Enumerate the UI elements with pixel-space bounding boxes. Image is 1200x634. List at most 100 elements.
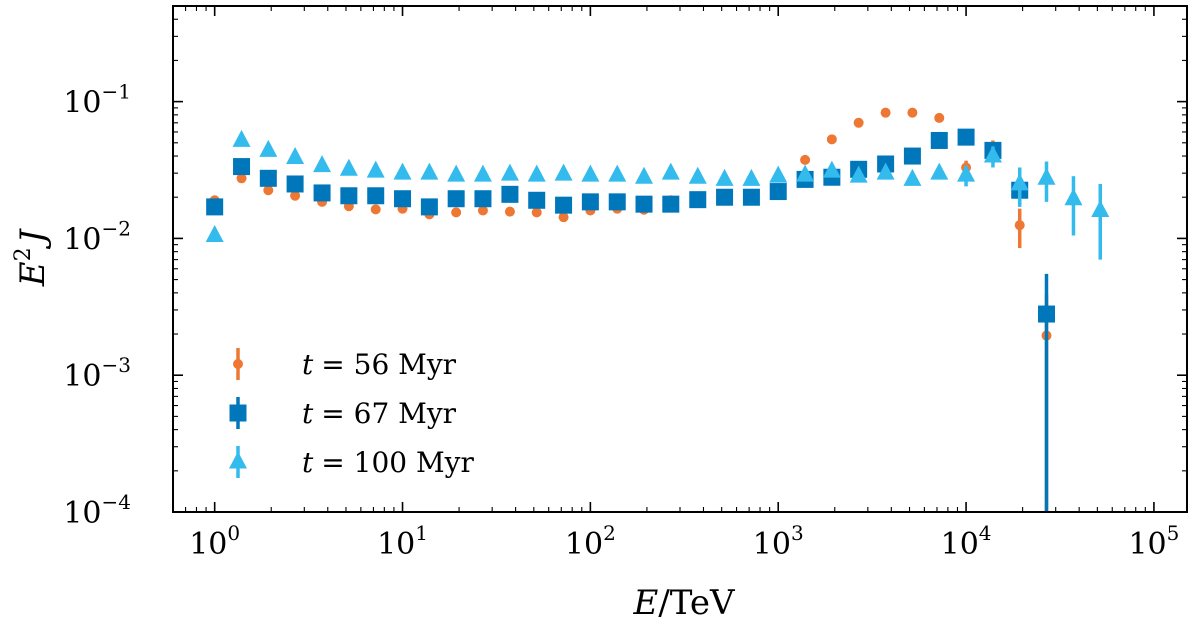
data-point — [930, 162, 949, 180]
data-point — [528, 191, 546, 209]
data-point — [635, 195, 653, 213]
data-point — [1037, 305, 1055, 323]
data-point — [688, 166, 707, 184]
data-point — [206, 198, 224, 216]
data-point — [1091, 199, 1110, 217]
data-point — [205, 224, 224, 242]
data-point — [263, 185, 274, 196]
data-point — [286, 147, 305, 165]
data-point — [313, 155, 332, 173]
data-point — [715, 168, 734, 186]
data-point — [393, 162, 412, 180]
data-point — [290, 190, 301, 201]
data-point — [581, 193, 599, 211]
data-point — [504, 206, 515, 217]
y-tick-label: 10−1 — [63, 80, 131, 121]
axis-ticks — [172, 5, 1187, 513]
data-point — [934, 112, 945, 123]
data-point — [447, 164, 466, 182]
y-tick-label: 10−3 — [63, 353, 131, 394]
data-point — [903, 168, 922, 186]
data-point — [907, 107, 918, 118]
data-point — [474, 190, 492, 208]
data-point — [796, 164, 815, 182]
legend-item: t = 100 Myr — [229, 446, 474, 479]
data-point — [903, 147, 921, 165]
data-point — [394, 190, 412, 208]
data-point — [800, 154, 811, 165]
data-point — [983, 145, 1002, 163]
data-point — [286, 175, 304, 193]
x-tick-label: 100 — [189, 521, 240, 562]
data-point — [555, 196, 573, 214]
y-axis-label: E2J — [11, 227, 53, 287]
data-point — [826, 134, 837, 145]
data-point — [608, 164, 627, 182]
data-point — [661, 162, 680, 180]
data-point — [366, 160, 385, 178]
legend-marker — [229, 404, 247, 422]
data-point — [662, 195, 680, 213]
x-tick-label: 105 — [1128, 521, 1179, 562]
data-point — [853, 117, 864, 128]
legend-label: t = 56 Myr — [302, 348, 457, 381]
y-tick-label: 10−4 — [63, 490, 131, 531]
data-point — [370, 204, 381, 215]
data-point — [1010, 173, 1029, 191]
y-tick-label: 10−2 — [63, 216, 131, 257]
data-point — [1014, 220, 1025, 231]
data-point — [1037, 167, 1056, 185]
data-point — [742, 188, 760, 206]
data-point — [259, 169, 277, 187]
legend-label: t = 67 Myr — [302, 397, 457, 430]
data-point — [447, 190, 465, 208]
data-point — [259, 139, 278, 157]
data-point — [420, 162, 439, 180]
data-point — [581, 164, 600, 182]
legend-item: t = 67 Myr — [229, 397, 457, 430]
data-point — [930, 131, 948, 149]
data-point — [742, 168, 761, 186]
plot-frame — [172, 5, 1188, 513]
data-point — [340, 187, 358, 205]
data-point — [232, 129, 251, 147]
legend-marker — [229, 451, 247, 469]
data-point — [233, 158, 251, 176]
data-point — [477, 205, 488, 216]
data-point — [501, 185, 519, 203]
x-tick-label: 101 — [377, 521, 428, 562]
data-point — [554, 163, 573, 181]
data-point — [608, 193, 626, 211]
data-point — [531, 207, 542, 218]
x-tick-label: 102 — [565, 521, 616, 562]
data-point — [558, 212, 569, 223]
data-point — [527, 164, 546, 182]
data-point — [339, 158, 358, 176]
data-point — [1064, 188, 1083, 206]
data-point — [689, 191, 707, 209]
legend-label: t = 100 Myr — [302, 446, 474, 479]
legend-item: t = 56 Myr — [233, 348, 457, 381]
data-point — [367, 187, 385, 205]
data-point — [420, 198, 438, 216]
data-point — [236, 173, 247, 184]
x-axis-label: E/TeV — [633, 583, 736, 623]
data-point — [880, 107, 891, 118]
data-point — [635, 166, 654, 184]
data-point — [451, 207, 462, 218]
series-triangle — [205, 129, 1110, 260]
data-point — [957, 128, 975, 146]
data-point — [716, 188, 734, 206]
data-point — [500, 163, 519, 181]
tick-labels: 100 101 102 103 104 105 10−4 10−3 10−2 10−1 — [63, 80, 1179, 562]
data-point — [313, 184, 331, 202]
data-point — [769, 165, 788, 183]
data-point — [849, 165, 868, 183]
data-point — [473, 164, 492, 182]
x-tick-label: 104 — [941, 521, 992, 562]
legend: t = 56 Myr t = 67 Myr t = 100 Myr — [229, 348, 474, 479]
data-point — [769, 183, 787, 201]
x-tick-label: 103 — [753, 521, 804, 562]
data-point — [822, 160, 841, 178]
